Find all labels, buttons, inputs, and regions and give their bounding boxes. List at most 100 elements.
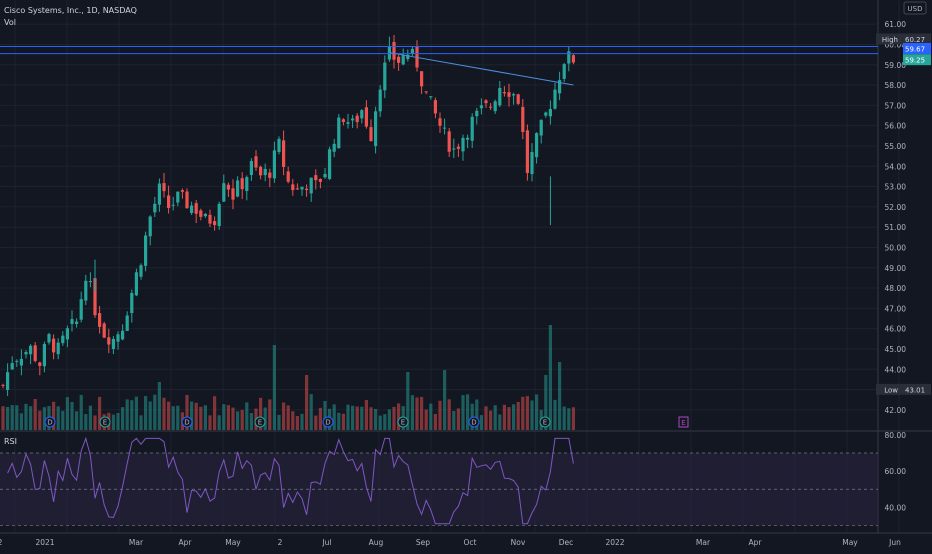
- candle-body: [475, 110, 479, 117]
- candle-body: [295, 188, 299, 190]
- low-value-box: [903, 383, 931, 395]
- volume-bar: [259, 397, 263, 430]
- price-tick-label[interactable]: 61.00: [885, 20, 907, 29]
- volume-bar: [24, 403, 28, 430]
- event-label: E: [401, 419, 405, 427]
- volume-bar: [346, 404, 350, 430]
- earnings-marker: [539, 416, 551, 428]
- chart-legend[interactable]: Cisco Systems, Inc., 1D, NASDAQ Vol: [4, 5, 137, 29]
- volume-bar: [429, 403, 433, 430]
- volume-bar: [272, 345, 276, 430]
- rsi-legend[interactable]: RSI: [4, 437, 17, 446]
- candle-body: [406, 54, 410, 60]
- event-label: E: [543, 419, 547, 427]
- candle-body: [208, 214, 212, 224]
- candle-body: [203, 213, 207, 217]
- volume-bar: [38, 410, 42, 430]
- candle-body: [567, 51, 571, 64]
- candle-body: [383, 62, 387, 91]
- candle-body: [429, 96, 433, 98]
- volume-bar: [571, 407, 575, 430]
- price-tick-label[interactable]: 48.00: [885, 284, 907, 293]
- price-tick-label[interactable]: 53.00: [885, 183, 907, 192]
- volume-bar: [245, 402, 249, 430]
- candle-body: [277, 138, 281, 152]
- date-axis[interactable]: 2 2021 Mar Apr May 2 Jul Aug Sep Oct Nov Dec 2022 Mar…: [0, 538, 932, 547]
- candle-body: [199, 210, 203, 217]
- event-label: D: [184, 419, 189, 427]
- candle-body: [263, 168, 267, 176]
- candle-body: [346, 122, 350, 124]
- low-label: Low: [884, 386, 898, 394]
- candle-body: [433, 100, 437, 114]
- price-tick-label[interactable]: 59.00: [885, 61, 907, 70]
- candle-body: [75, 321, 79, 324]
- price-tick-label[interactable]: 46.00: [885, 325, 907, 334]
- candle-body: [254, 156, 258, 168]
- volume-bar: [521, 396, 525, 430]
- price-tick-label[interactable]: 42.00: [885, 406, 907, 415]
- volume-bar: [323, 401, 327, 430]
- volume-bar: [208, 415, 212, 430]
- symbol-title[interactable]: Cisco Systems, Inc., 1D, NASDAQ: [4, 6, 137, 15]
- volume-bar: [111, 414, 115, 430]
- volume-bar: [341, 413, 345, 430]
- price-tick-label[interactable]: 50.00: [885, 243, 907, 252]
- candle-body: [70, 319, 74, 324]
- event-label: D: [471, 419, 476, 427]
- high-label: High: [882, 36, 898, 44]
- price-tick-label[interactable]: 58.00: [885, 81, 907, 90]
- price-tick-label[interactable]: 47.00: [885, 304, 907, 313]
- volume-bar: [29, 406, 33, 430]
- price-tick-label[interactable]: 57.00: [885, 101, 907, 110]
- candle-body: [84, 280, 88, 301]
- candle-body: [190, 205, 194, 213]
- candle-body: [1, 384, 5, 386]
- volume-bar: [318, 407, 322, 430]
- candle-body: [489, 106, 493, 108]
- price-tick-label[interactable]: 45.00: [885, 345, 907, 354]
- candle-body: [24, 351, 28, 355]
- candle-body: [332, 143, 336, 152]
- price-tick-label[interactable]: 54.00: [885, 162, 907, 171]
- volume-bar: [116, 412, 120, 430]
- volume-bar: [484, 406, 488, 430]
- price-tick-label[interactable]: 60.00: [885, 40, 907, 49]
- price-tick-label[interactable]: 49.00: [885, 264, 907, 273]
- volume-bar: [153, 394, 157, 430]
- candle-body: [443, 127, 447, 129]
- date-tick-label: 2: [0, 538, 3, 547]
- candle-body: [291, 184, 295, 191]
- volume-bar: [392, 406, 396, 430]
- candle-body: [107, 337, 111, 345]
- candle-body: [47, 334, 51, 343]
- volume-legend[interactable]: Vol: [4, 18, 16, 27]
- volume-bar: [397, 403, 401, 430]
- date-tick-label: Oct: [464, 538, 477, 547]
- price-tick-label[interactable]: 44.00: [885, 365, 907, 374]
- volume-bar: [415, 397, 419, 430]
- candle-body: [410, 48, 414, 54]
- dividend-marker: [181, 416, 193, 428]
- candle-body: [162, 183, 166, 192]
- price-tick-label[interactable]: 55.00: [885, 142, 907, 151]
- price-tick-label[interactable]: 51.00: [885, 223, 907, 232]
- date-tick-label: Mar: [696, 538, 711, 547]
- volume-bar: [263, 407, 267, 430]
- candle-body: [42, 343, 46, 367]
- candle-body: [226, 184, 230, 190]
- price-axis[interactable]: 61.00 60.00 59.00 58.00 57.00 56.00 55.00 54.00…: [885, 1, 927, 512]
- rsi-band: [0, 452, 878, 526]
- volume-bar: [148, 401, 152, 430]
- price-tick-label[interactable]: 56.00: [885, 122, 907, 131]
- price-tick-label[interactable]: 52.00: [885, 203, 907, 212]
- candle-body: [544, 112, 548, 116]
- earnings-marker: [678, 416, 689, 428]
- candle-body: [470, 116, 474, 141]
- volume-bar: [369, 407, 373, 430]
- date-tick-label: May: [225, 538, 241, 547]
- candle-body: [305, 188, 309, 191]
- date-tick-label: 2: [278, 538, 283, 547]
